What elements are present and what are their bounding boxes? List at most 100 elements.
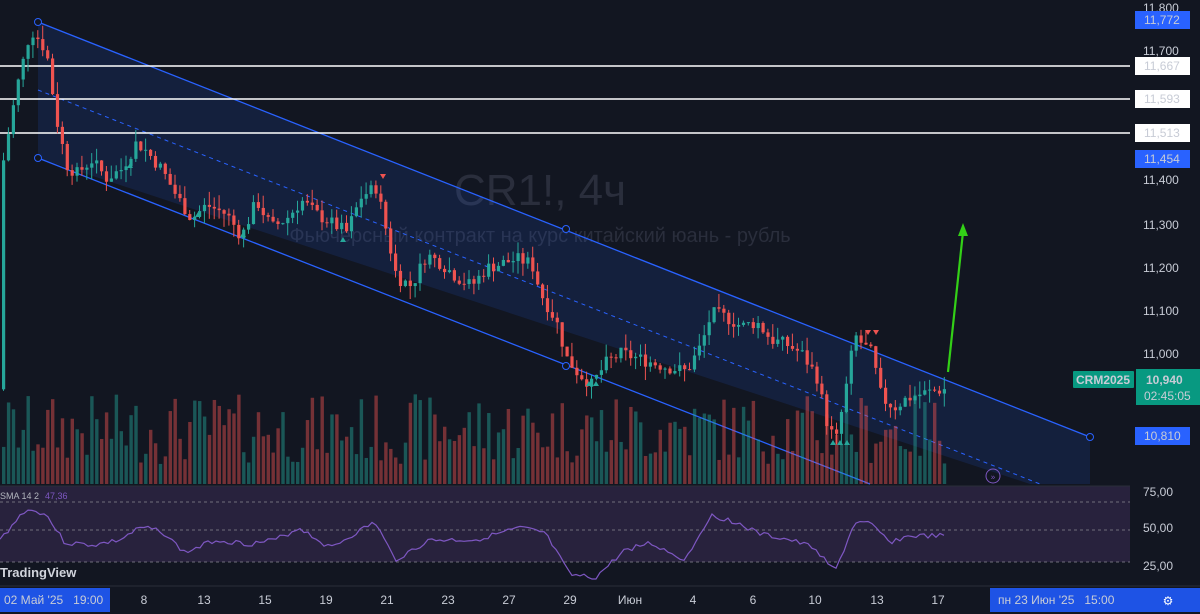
volume-bar — [643, 455, 648, 484]
rsi-line — [0, 509, 945, 580]
volume-bar — [345, 436, 349, 484]
candle-body — [428, 254, 432, 265]
volume-bar — [104, 412, 109, 484]
candle-body — [237, 224, 241, 239]
volume-bar — [761, 451, 765, 484]
volume-bar — [310, 397, 315, 484]
countdown-text: 02:45:05 — [1144, 389, 1191, 403]
candle-body — [825, 394, 829, 427]
axis-corner[interactable] — [1146, 588, 1200, 612]
volume-bar — [487, 413, 491, 484]
candle-body — [766, 332, 770, 337]
volume-bar — [398, 463, 403, 484]
candle-body — [178, 193, 182, 199]
candle-body — [374, 185, 378, 194]
channel-handle-end[interactable] — [1086, 433, 1094, 441]
candle-body — [36, 37, 40, 40]
volume-bar — [247, 462, 251, 484]
volume-bar — [109, 438, 114, 484]
channel-handle-top[interactable] — [34, 18, 42, 26]
candle-body — [296, 210, 300, 213]
volume-bar — [790, 450, 795, 484]
volume-bar — [144, 453, 148, 484]
candle-body — [173, 184, 177, 194]
time-tick: 8 — [141, 593, 148, 607]
price-tick: 11,100 — [1143, 304, 1179, 318]
volume-bar — [727, 454, 731, 484]
candle-body — [776, 339, 780, 344]
candle-body — [810, 364, 814, 367]
volume-bar — [418, 400, 422, 484]
time-tick: 4 — [690, 593, 697, 607]
volume-bar — [149, 429, 153, 484]
price-label-text: 11,593 — [1144, 92, 1180, 106]
candle-body — [472, 279, 476, 284]
candle-body — [653, 362, 657, 366]
candle-body — [555, 317, 559, 323]
candle-body — [95, 160, 99, 164]
rsi-legend[interactable]: SMA 14 2 47,36 — [0, 491, 68, 501]
channel-handle-bottom[interactable] — [34, 154, 42, 162]
candle-body — [109, 178, 113, 182]
price-label-bg — [1135, 427, 1190, 445]
candle-body — [511, 261, 515, 263]
volume-bar — [477, 403, 481, 484]
candle-body — [379, 193, 383, 202]
buy-signal-triangle — [127, 163, 133, 168]
candle-body — [281, 223, 285, 225]
volume-bar — [506, 408, 511, 484]
candle-body — [403, 280, 407, 287]
volume-bar — [874, 443, 878, 484]
volume-bar — [251, 436, 256, 484]
settings-gear-icon[interactable]: ⚙ — [1163, 594, 1174, 608]
candle-body — [261, 207, 265, 216]
volume-bar — [550, 413, 555, 484]
volume-bar — [712, 419, 716, 484]
channel-lower-line[interactable] — [37, 157, 871, 485]
candle-body — [712, 307, 716, 323]
candle-body — [158, 163, 162, 168]
candle-body — [751, 322, 755, 329]
channel-handle-upper-mid[interactable] — [562, 225, 570, 233]
price-label-text: 11,454 — [1144, 152, 1180, 166]
candle-body — [835, 429, 839, 434]
volume-bar — [60, 418, 65, 484]
candle-body — [394, 253, 398, 271]
tradingview-logo[interactable]: TradingView — [0, 565, 76, 580]
buy-signal-triangle — [195, 212, 201, 217]
price-label-bg — [1135, 150, 1190, 168]
volume-bar — [438, 441, 442, 484]
volume-bar — [65, 457, 70, 484]
candle-body — [100, 160, 104, 172]
rsi-pane-background — [0, 486, 1130, 562]
channel-handle-lower-mid[interactable] — [562, 362, 570, 370]
candles — [2, 25, 946, 446]
price-label-text: 11,667 — [1144, 59, 1180, 73]
candle-body — [354, 207, 358, 217]
volume-bar — [918, 455, 922, 484]
scroll-to-realtime-icon[interactable] — [985, 468, 1001, 484]
candle-body — [663, 368, 667, 370]
up-arrow-line[interactable] — [946, 231, 965, 373]
candle-body — [256, 202, 260, 208]
volume-bar — [325, 452, 329, 484]
candle-body — [541, 284, 545, 299]
candle-body — [46, 50, 50, 59]
candle-body — [864, 342, 868, 345]
volume-bar — [805, 396, 809, 484]
volume-bar — [202, 416, 207, 484]
volume-bar — [227, 409, 231, 484]
volume-bar — [933, 402, 937, 484]
volume-bar — [545, 446, 550, 484]
candle-body — [820, 383, 824, 395]
volume-bar — [697, 417, 702, 484]
volume-bar — [884, 429, 888, 484]
volume-bar — [898, 446, 903, 484]
candle-body — [678, 365, 682, 372]
volume-bar — [570, 462, 574, 484]
candle-body — [70, 170, 74, 176]
candle-body — [163, 163, 167, 174]
candle-body — [560, 322, 564, 347]
candle-body — [884, 387, 888, 404]
